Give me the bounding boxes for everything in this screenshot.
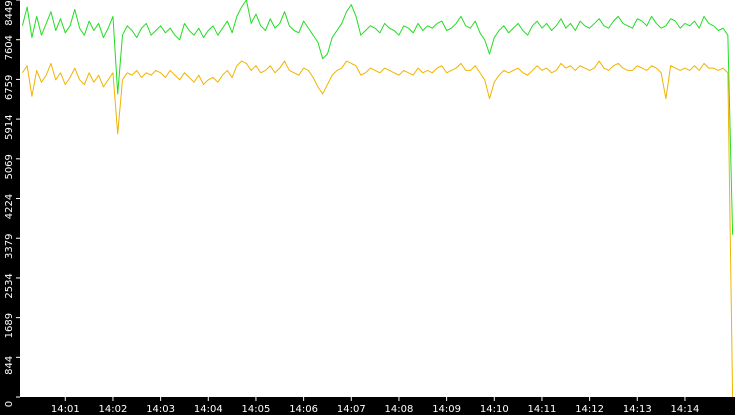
x-tick-label: 14:07 [337,404,366,415]
x-tick-label: 14:14 [671,404,700,415]
series-line [21,60,734,398]
series-line [21,0,734,235]
x-tick-label: 14:08 [385,404,414,415]
y-tick-label: 3379 [4,234,15,259]
y-tick-label: 7604 [4,35,15,60]
x-tick-label: 14:09 [432,404,461,415]
y-tick-label: 4224 [4,194,15,219]
x-tick-label: 14:04 [194,404,223,415]
x-tick-label: 14:01 [51,404,80,415]
y-tick-label: 5914 [4,114,15,139]
y-tick-label: 6759 [4,75,15,100]
x-tick-label: 14:06 [289,404,318,415]
y-tick-label: 0 [4,401,15,407]
x-tick-label: 14:13 [623,404,652,415]
x-tick-label: 14:02 [99,404,128,415]
y-tick-label: 1689 [4,313,15,338]
x-tick-label: 14:10 [480,404,509,415]
x-tick-label: 14:05 [242,404,271,415]
x-tick-label: 14:12 [575,404,604,415]
x-tick-label: 14:11 [528,404,557,415]
y-tick-label: 844 [4,356,15,375]
y-tick-label: 5069 [4,154,15,179]
y-tick-label: 8449 [4,0,15,25]
x-axis-strip [0,397,735,415]
y-tick-label: 2534 [4,273,15,298]
y-axis-strip [0,0,20,415]
x-tick-label: 14:03 [146,404,175,415]
